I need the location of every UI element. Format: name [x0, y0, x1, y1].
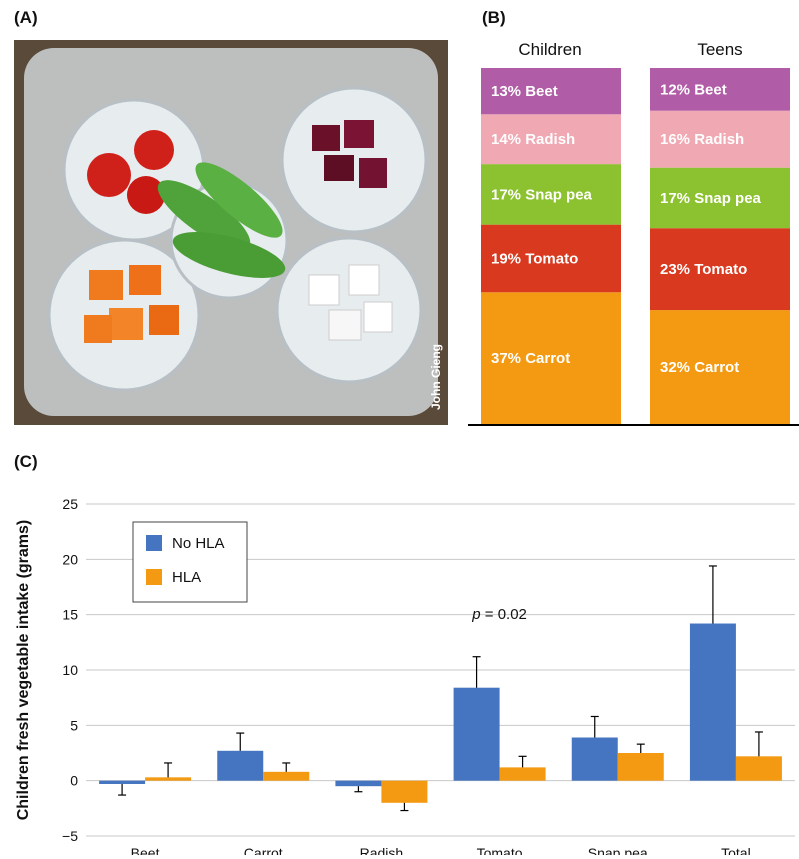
segment-children-carrot — [481, 292, 621, 424]
p-value-annotation: p = 0.02 — [471, 606, 527, 623]
y-tick-label: 10 — [62, 662, 78, 678]
bar-no-hla-tomato — [453, 687, 500, 781]
y-tick-label: 25 — [62, 496, 78, 512]
segment-teens-radish — [650, 110, 790, 168]
cup-carrot — [47, 238, 201, 392]
x-tick-label: Beet — [131, 845, 160, 855]
segment-label: 23% Tomato — [660, 261, 747, 278]
y-tick-label: 15 — [62, 607, 78, 623]
y-tick-label: 5 — [70, 717, 78, 733]
cup-snap-pea — [157, 162, 289, 300]
x-tick-label: Total — [721, 845, 751, 855]
legend-label: No HLA — [172, 535, 225, 552]
segment-label: 19% Tomato — [491, 250, 578, 267]
x-tick-label: Snap pea — [588, 845, 648, 855]
legend-box — [132, 521, 248, 603]
y-tick-label: −5 — [62, 828, 78, 844]
bar-hla-total — [735, 756, 782, 781]
segment-teens-beet — [650, 68, 790, 111]
segment-label: 12% Beet — [660, 81, 727, 98]
bar-no-hla-carrot — [217, 750, 264, 781]
bar-no-hla-snap-pea — [571, 737, 618, 781]
segment-label: 37% Carrot — [491, 350, 570, 367]
segment-label: 13% Beet — [491, 83, 558, 100]
panel-c-label: (C) — [14, 452, 38, 471]
teens-column-title: Teens — [697, 40, 743, 59]
x-tick-label: Radish — [360, 845, 404, 855]
photo-credit: John Gieng — [429, 344, 443, 410]
panel-a-label: (A) — [14, 8, 38, 27]
bar-hla-carrot — [263, 771, 310, 781]
segment-label: 32% Carrot — [660, 359, 739, 376]
legend-swatch-no-hla — [146, 535, 162, 551]
segment-teens-tomato — [650, 228, 790, 311]
segment-label: 14% Radish — [491, 131, 575, 148]
segment-label: 17% Snap pea — [491, 186, 593, 203]
legend-swatch-hla — [146, 569, 162, 585]
children-column-title: Children — [518, 40, 582, 59]
vegetable-tray-photo: John Gieng — [14, 40, 448, 425]
segment-children-snap-pea — [481, 164, 621, 225]
bar-hla-beet — [145, 777, 192, 781]
legend-label: HLA — [172, 569, 201, 586]
bar-hla-radish — [381, 780, 428, 803]
bar-hla-tomato — [499, 767, 546, 781]
legend: No HLA HLA — [132, 521, 248, 603]
y-tick-label: 0 — [70, 773, 78, 789]
y-tick-label: 20 — [62, 551, 78, 567]
segment-teens-carrot — [650, 310, 790, 424]
intake-bar-chart: −5 0 5 10 15 20 25 Children fresh vegetable int… — [15, 496, 795, 855]
cup-radish — [275, 236, 423, 384]
bar-no-hla-beet — [99, 780, 146, 784]
x-tick-label: Tomato — [477, 845, 523, 855]
segment-children-beet — [481, 68, 621, 115]
segment-teens-snap-pea — [650, 167, 790, 229]
cup-beet — [280, 86, 428, 234]
y-axis-title: Children fresh vegetable intake (grams) — [15, 520, 32, 821]
x-tick-label: Carrot — [244, 845, 283, 855]
bar-hla-snap-pea — [617, 753, 664, 781]
segment-children-radish — [481, 114, 621, 165]
bar-no-hla-total — [689, 623, 736, 781]
segment-label: 17% Snap pea — [660, 190, 762, 207]
panel-b-label: (B) — [482, 8, 506, 27]
p-symbol: p — [471, 606, 480, 623]
segment-label: 16% Radish — [660, 131, 744, 148]
p-value-text: = 0.02 — [481, 606, 527, 623]
segment-children-tomato — [481, 224, 621, 293]
bar-no-hla-radish — [335, 780, 382, 787]
